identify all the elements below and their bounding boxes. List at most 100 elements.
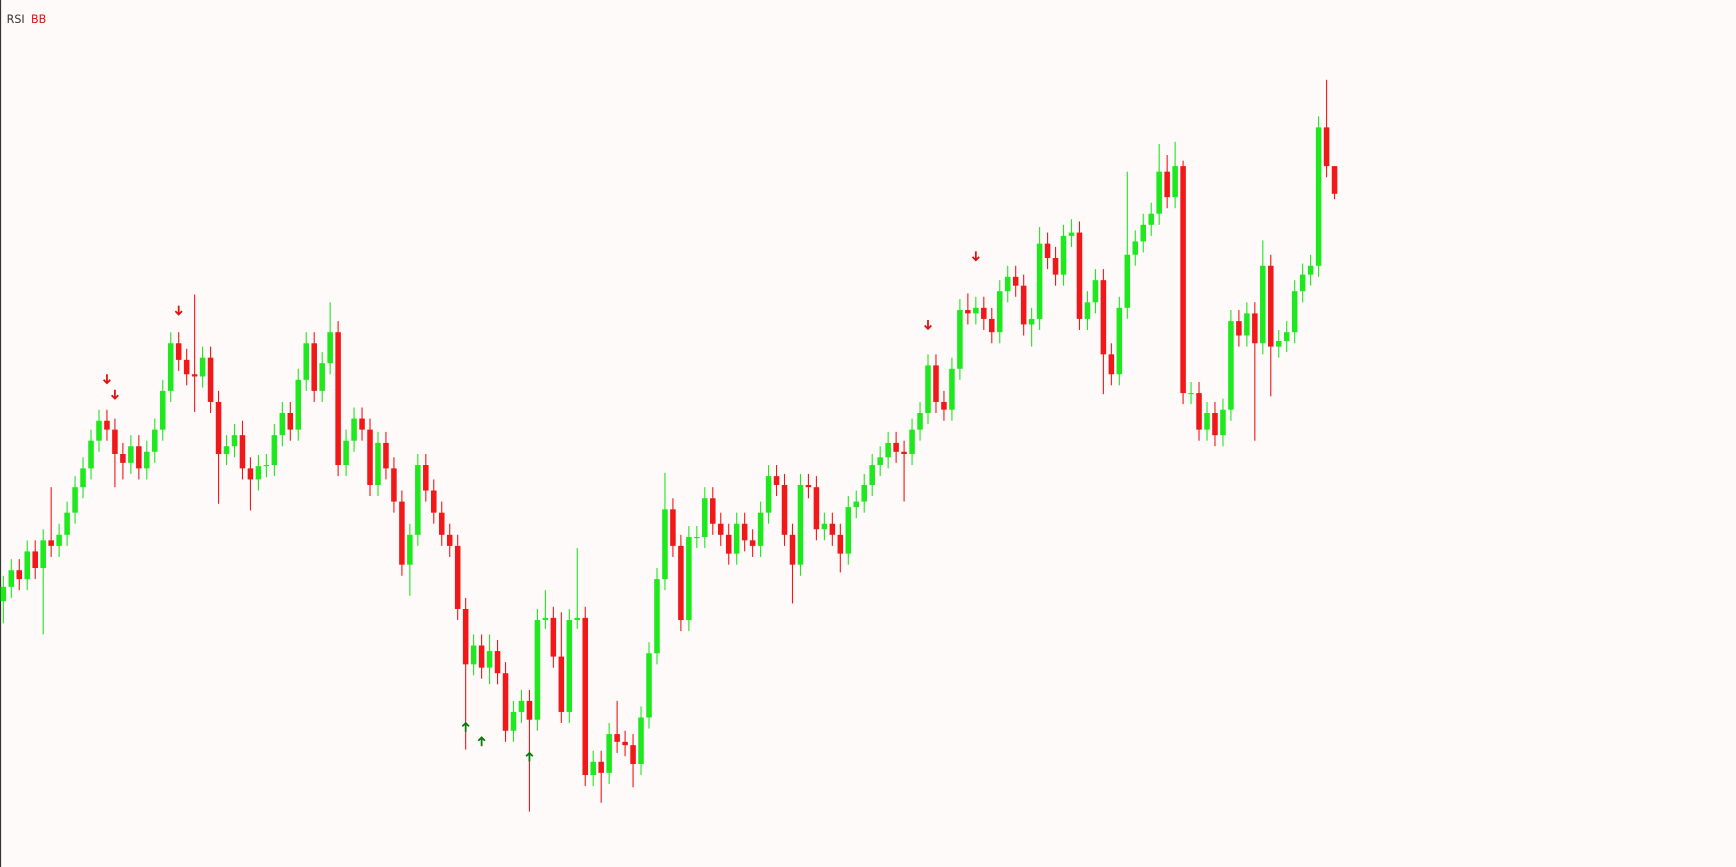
candle-body xyxy=(821,523,828,530)
candle-body xyxy=(925,365,931,414)
candle-body xyxy=(343,440,349,466)
candle-body xyxy=(989,318,995,333)
candle-body xyxy=(1012,276,1019,286)
candle-body xyxy=(1299,274,1306,292)
candle-body xyxy=(757,512,764,546)
candle-body xyxy=(973,307,979,314)
candle-body xyxy=(191,374,198,377)
candle-body xyxy=(1283,332,1290,342)
indicator-label[interactable]: BB xyxy=(31,13,46,26)
candle-body xyxy=(957,310,963,369)
candle-body xyxy=(1036,243,1043,319)
candle-body xyxy=(773,476,780,485)
indicator-label[interactable]: RSI xyxy=(7,13,25,26)
candle-body xyxy=(1323,127,1330,167)
candle-body xyxy=(797,484,804,565)
candle-body xyxy=(646,653,652,718)
candle-body xyxy=(1060,235,1067,275)
candle-body xyxy=(869,465,875,485)
candle-body xyxy=(606,734,612,773)
candle-body xyxy=(470,645,477,665)
candle-body xyxy=(590,761,596,776)
candle-body xyxy=(518,700,525,712)
candle-body xyxy=(175,343,182,360)
candle-body xyxy=(56,534,62,546)
candle-body xyxy=(1275,341,1282,347)
candle-body xyxy=(335,332,341,466)
candle-body xyxy=(550,617,557,657)
candle-body xyxy=(614,734,620,742)
candle-body xyxy=(136,446,142,469)
candle-body xyxy=(1196,393,1202,430)
candle-body xyxy=(383,442,389,469)
candle-body xyxy=(1052,258,1059,275)
candle-body xyxy=(327,332,333,364)
candle-body xyxy=(1315,127,1322,266)
candle-body xyxy=(837,534,844,554)
candle-body xyxy=(917,413,923,430)
candle-body xyxy=(1164,171,1170,198)
candle-body xyxy=(622,741,628,746)
candle-body xyxy=(694,537,700,539)
candle-body xyxy=(558,656,565,712)
candle-body xyxy=(462,608,469,665)
candle-body xyxy=(909,429,915,454)
candle-body xyxy=(654,579,660,654)
candle-body xyxy=(1244,313,1250,336)
candle-body xyxy=(1188,393,1194,395)
candle-body xyxy=(1148,213,1154,225)
candle-body xyxy=(486,651,493,668)
candle-body xyxy=(686,537,692,621)
candle-body xyxy=(725,534,732,554)
candle-body xyxy=(749,540,756,546)
candle-body xyxy=(670,509,676,546)
candle-body xyxy=(534,620,541,720)
candle-body xyxy=(446,534,453,546)
candle-body xyxy=(311,343,317,391)
candle-body xyxy=(391,468,397,502)
candle-body xyxy=(359,418,365,430)
candle-body xyxy=(1020,285,1027,325)
candle-body xyxy=(1252,313,1258,344)
candle-body xyxy=(829,523,836,535)
candle-body xyxy=(1180,166,1186,394)
candle-body xyxy=(765,476,772,513)
candle-body xyxy=(144,451,150,469)
candle-body xyxy=(845,507,852,554)
candle-body xyxy=(526,700,533,720)
candle-body xyxy=(1307,265,1314,275)
signal-arrow xyxy=(103,374,111,385)
candle-body xyxy=(789,534,796,565)
candle-body xyxy=(303,343,310,380)
candle-body xyxy=(1331,166,1338,194)
candle-body xyxy=(120,453,126,463)
signal-arrow xyxy=(525,751,534,762)
candle-body xyxy=(263,465,270,467)
candle-body xyxy=(813,487,820,530)
signal-arrow xyxy=(110,389,119,400)
candle-body xyxy=(1140,224,1147,242)
candle-body xyxy=(1116,307,1123,375)
candle-body xyxy=(0,586,7,602)
candle-body xyxy=(1100,280,1107,355)
candle-body xyxy=(255,466,262,480)
candle-body xyxy=(32,551,38,569)
candle-body xyxy=(104,420,110,430)
candle-body xyxy=(1044,243,1051,259)
candle-body xyxy=(494,651,501,674)
candle-body xyxy=(16,570,23,580)
candle-body xyxy=(1260,265,1266,344)
candle-body xyxy=(96,420,102,441)
candle-body xyxy=(24,551,31,580)
candle-body xyxy=(1004,276,1011,292)
candle-body xyxy=(415,465,421,535)
candle-body xyxy=(1156,171,1162,214)
candle-body xyxy=(159,390,166,430)
candle-body xyxy=(215,401,222,454)
candle-body xyxy=(1291,291,1298,333)
candle-body xyxy=(1108,354,1115,375)
candle-body xyxy=(1084,302,1091,319)
candle-body xyxy=(1220,409,1226,436)
candle-body xyxy=(48,540,54,546)
